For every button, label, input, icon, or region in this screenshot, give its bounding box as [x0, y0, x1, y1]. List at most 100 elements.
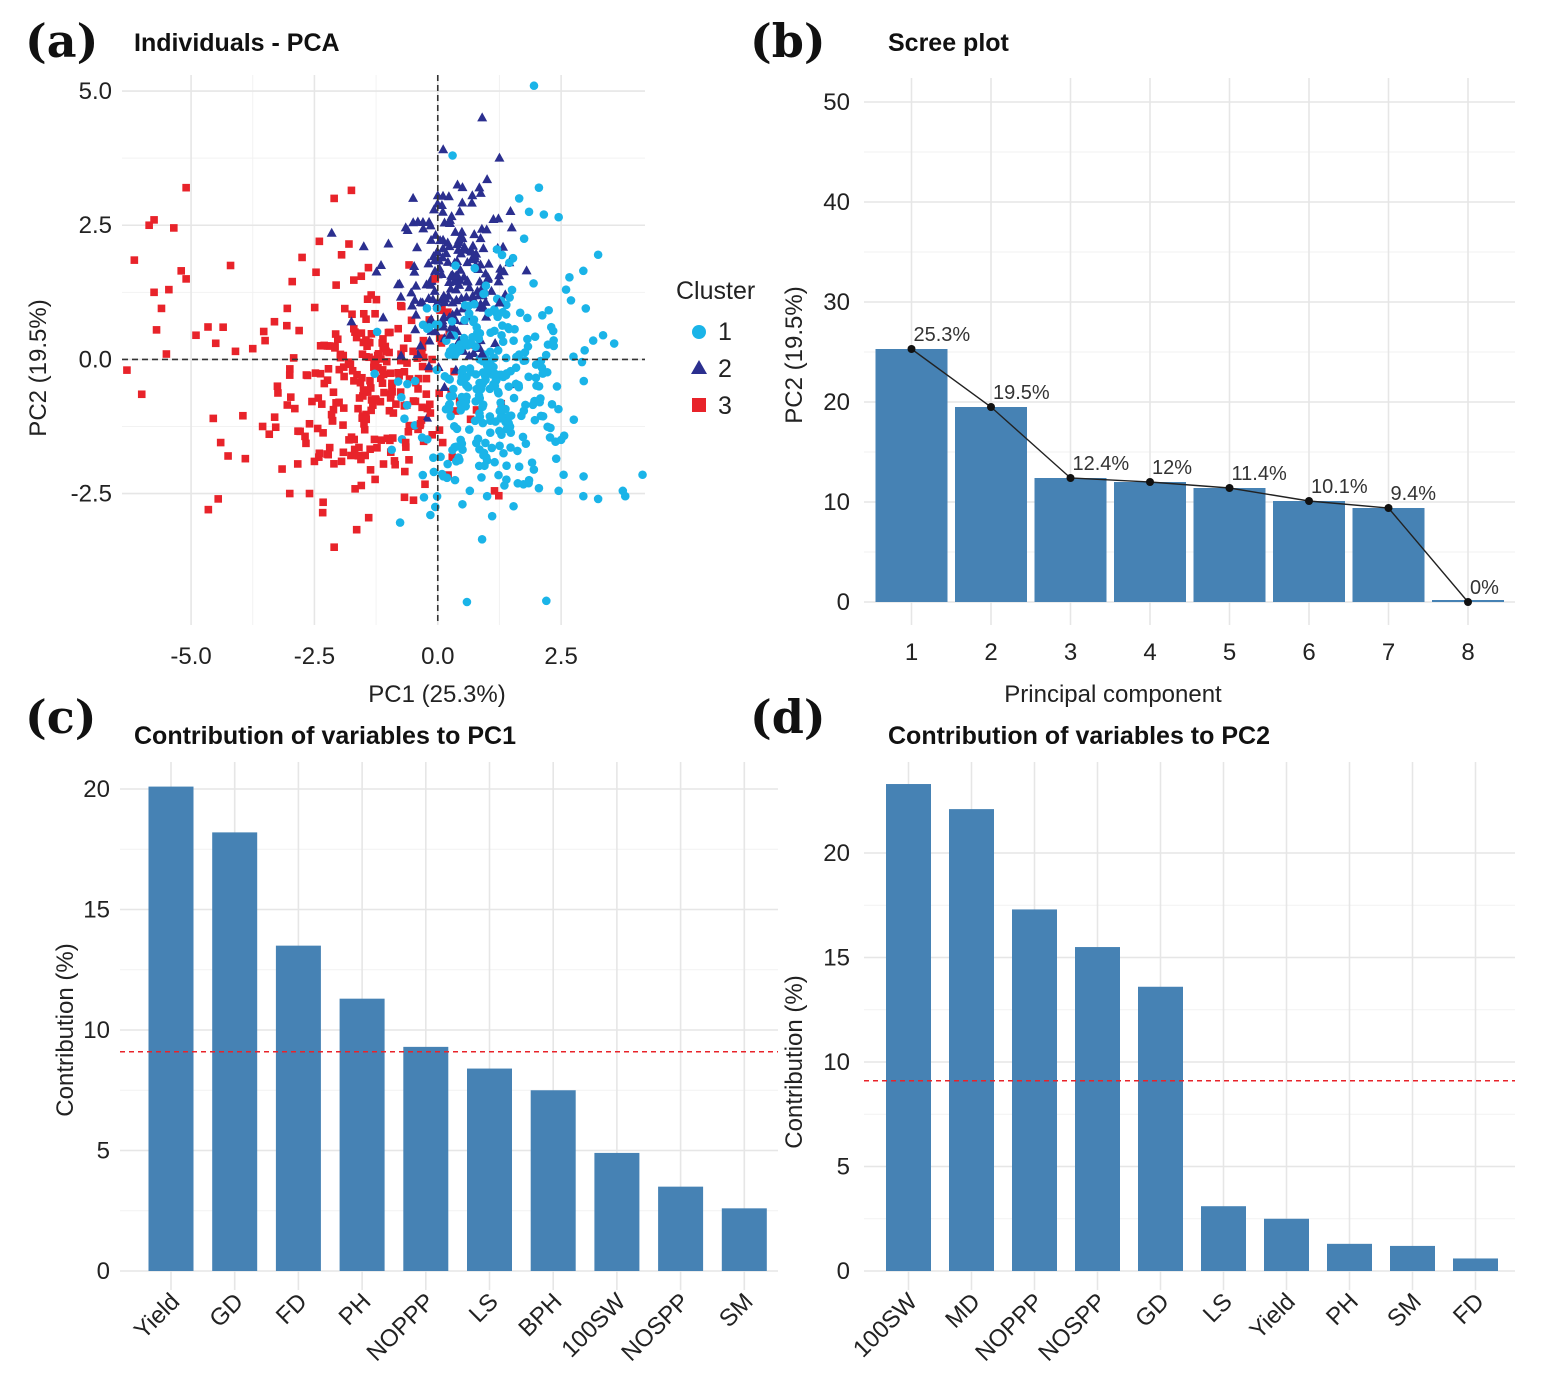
- scatter-point-cluster-3: [357, 329, 366, 337]
- scatter-point-cluster-1: [534, 483, 544, 493]
- scatter-point-cluster-2: [474, 182, 485, 192]
- scatter-point-cluster-3: [365, 353, 373, 362]
- scatter-point-cluster-1: [505, 293, 514, 302]
- scatter-point-cluster-3: [350, 276, 358, 284]
- scatter-point-cluster-3: [426, 400, 434, 409]
- scatter-point-cluster-3: [421, 480, 429, 489]
- scatter-point-cluster-1: [491, 417, 500, 426]
- legend-triangle-icon: [691, 360, 707, 374]
- scatter-point-cluster-3: [152, 326, 161, 334]
- panel-a-letter: (a): [25, 14, 98, 68]
- scatter-point-cluster-3: [422, 390, 431, 398]
- scatter-point-cluster-2: [477, 112, 488, 122]
- scatter-point-cluster-3: [435, 426, 444, 434]
- scatter-point-cluster-2: [494, 152, 505, 162]
- scatter-point-cluster-3: [366, 445, 374, 454]
- scatter-point-cluster-3: [332, 281, 340, 289]
- x-tick-label: -5.0: [170, 643, 211, 670]
- scatter-point-cluster-2: [433, 255, 444, 265]
- scatter-point-cluster-1: [387, 445, 397, 455]
- scatter-point-cluster-3: [347, 186, 356, 195]
- scatter-point-cluster-1: [530, 415, 540, 425]
- scatter-point-cluster-3: [303, 371, 312, 380]
- scatter-point-cluster-3: [339, 421, 347, 429]
- scatter-point-cluster-3: [349, 324, 358, 333]
- scatter-point-cluster-3: [239, 411, 247, 420]
- scatter-point-cluster-1: [532, 381, 541, 390]
- scatter-point-cluster-3: [314, 394, 323, 402]
- scatter-point-cluster-1: [467, 339, 476, 349]
- scatter-point-cluster-3: [204, 323, 212, 331]
- scatter-point-cluster-3: [265, 430, 274, 439]
- scatter-point-cluster-2: [486, 285, 497, 295]
- scatter-point-cluster-2: [462, 276, 473, 286]
- scatter-point-cluster-1: [393, 377, 403, 386]
- scatter-point-cluster-3: [416, 419, 425, 428]
- scatter-point-cluster-1: [458, 445, 467, 455]
- y-tick-label: 5.0: [79, 78, 112, 105]
- contribution-bar: [1327, 1243, 1372, 1271]
- scatter-point-cluster-2: [481, 224, 492, 234]
- scatter-point-cluster-3: [378, 379, 387, 387]
- scatter-point-cluster-3: [130, 256, 139, 264]
- scatter-point-cluster-1: [506, 443, 515, 452]
- scatter-point-cluster-2: [429, 285, 440, 295]
- x-tick-label: 3: [1064, 639, 1077, 666]
- scatter-point-cluster-3: [352, 525, 361, 534]
- scatter-point-cluster-2: [432, 297, 443, 307]
- legend-label-1: 1: [718, 318, 732, 346]
- scatter-point-cluster-1: [530, 332, 540, 341]
- scatter-point-cluster-1: [464, 309, 474, 319]
- scatter-point-cluster-3: [378, 366, 387, 374]
- scatter-point-cluster-3: [319, 498, 327, 507]
- scatter-point-cluster-3: [388, 379, 396, 388]
- scatter-point-cluster-1: [552, 382, 562, 391]
- scatter-point-cluster-3: [165, 285, 173, 294]
- scatter-point-cluster-3: [320, 379, 329, 388]
- scatter-point-cluster-3: [351, 485, 359, 493]
- scatter-point-cluster-1: [489, 353, 498, 363]
- scatter-point-cluster-1: [561, 285, 571, 294]
- scatter-point-cluster-1: [566, 296, 576, 305]
- scatter-point-cluster-3: [419, 336, 428, 345]
- scatter-point-cluster-3: [396, 356, 405, 365]
- scatter-point-cluster-2: [488, 213, 499, 223]
- scatter-point-cluster-1: [554, 486, 563, 496]
- scatter-point-cluster-3: [192, 331, 200, 340]
- scatter-point-cluster-3: [330, 543, 338, 551]
- scatter-point-cluster-2: [442, 237, 453, 247]
- scatter-point-cluster-1: [527, 458, 537, 467]
- scatter-point-cluster-1: [515, 308, 525, 318]
- scatter-point-cluster-3: [339, 448, 348, 457]
- panel-a-title: Individuals - PCA: [134, 29, 340, 57]
- scatter-point-cluster-3: [150, 288, 158, 297]
- panel-a-plot: -5.0 -2.5 0.0 2.5 -2.5 0.0 2.5 5.0: [71, 75, 647, 670]
- scatter-point-cluster-3: [312, 268, 320, 277]
- scatter-point-cluster-3: [358, 373, 366, 382]
- scatter-point-cluster-3: [270, 317, 279, 326]
- scatter-point-cluster-3: [216, 438, 225, 447]
- scatter-point-cluster-3: [418, 403, 426, 412]
- scatter-point-cluster-3: [259, 327, 268, 336]
- scatter-point-cluster-1: [448, 391, 458, 401]
- scatter-point-cluster-3: [311, 369, 320, 377]
- scatter-point-cluster-1: [456, 406, 466, 415]
- scree-point: [1305, 497, 1313, 505]
- scatter-point-cluster-3: [335, 365, 344, 374]
- scatter-point-cluster-3: [444, 308, 452, 316]
- scatter-point-cluster-2: [483, 258, 494, 268]
- scatter-point-cluster-2: [464, 282, 475, 292]
- panel-a-ylabel: PC2 (19.5%): [25, 299, 52, 436]
- scatter-point-cluster-2: [474, 276, 485, 286]
- scatter-point-cluster-1: [545, 433, 555, 442]
- scatter-point-cluster-2: [505, 205, 516, 215]
- scatter-point-cluster-3: [270, 413, 279, 421]
- scatter-point-cluster-3: [367, 384, 375, 392]
- scatter-point-cluster-3: [367, 291, 375, 299]
- scatter-point-cluster-2: [442, 256, 453, 266]
- scatter-point-cluster-1: [514, 462, 524, 472]
- scatter-point-cluster-1: [477, 535, 487, 544]
- scatter-point-cluster-3: [379, 335, 387, 343]
- legend-title: Cluster: [676, 277, 755, 305]
- scatter-point-cluster-3: [360, 420, 368, 428]
